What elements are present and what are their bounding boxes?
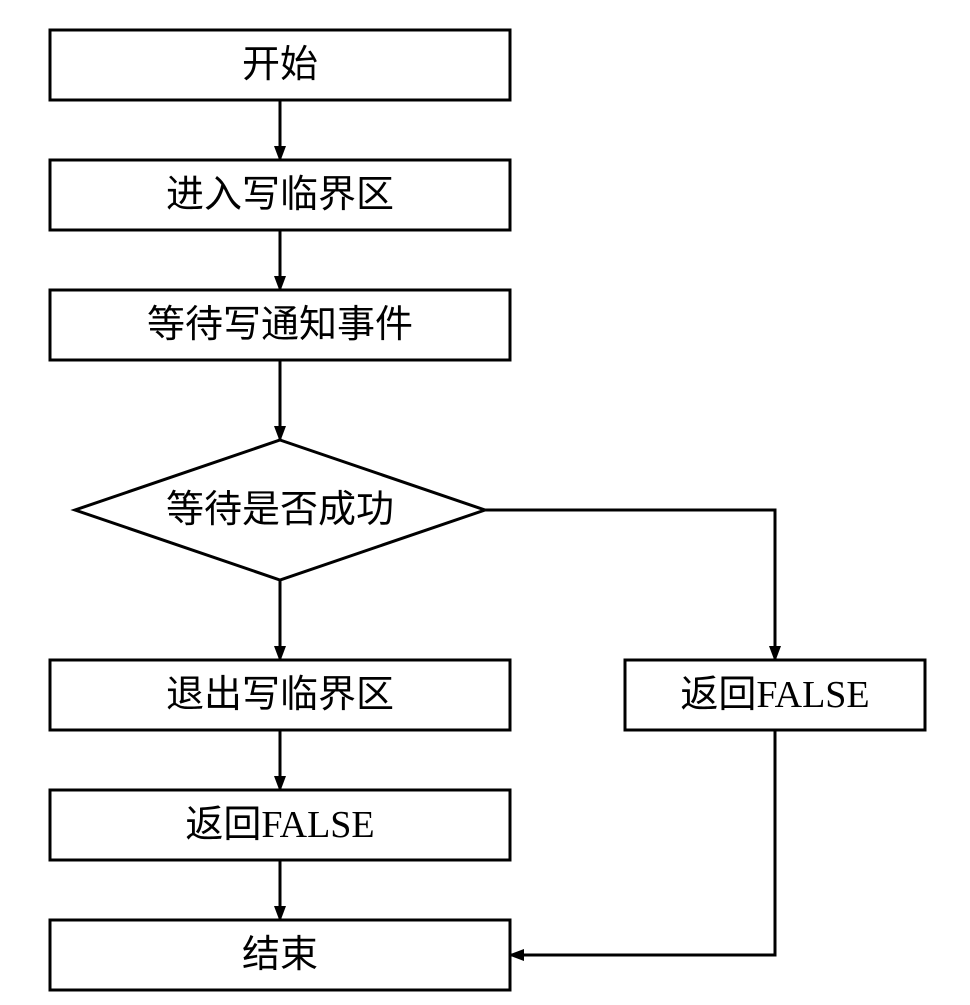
- flow-node-label: 等待写通知事件: [147, 304, 413, 346]
- flow-node-label: 结束: [242, 934, 318, 976]
- flow-node-label: 返回FALSE: [185, 804, 374, 846]
- flow-node-label: 返回FALSE: [680, 674, 869, 716]
- flow-node-label: 等待是否成功: [166, 489, 394, 531]
- flow-node-label: 退出写临界区: [166, 674, 394, 716]
- flow-node-label: 进入写临界区: [166, 174, 394, 216]
- flow-node-label: 开始: [242, 44, 318, 86]
- edge: [510, 730, 775, 955]
- edge: [485, 510, 775, 660]
- flowchart-canvas: 开始进入写临界区等待写通知事件等待是否成功退出写临界区返回FALSE结束返回FA…: [0, 0, 970, 1000]
